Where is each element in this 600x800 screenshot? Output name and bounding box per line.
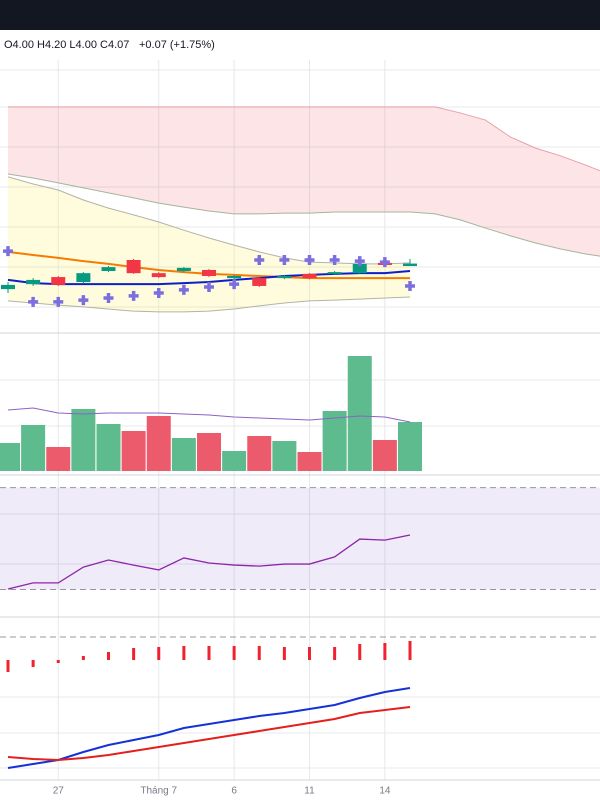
- histogram-bar: [308, 647, 311, 660]
- histogram-bar: [56, 660, 60, 663]
- band-lower: [7, 173, 600, 257]
- histogram-bar: [81, 656, 85, 660]
- volume-bar: [197, 433, 221, 471]
- macd-line: [7, 687, 411, 769]
- band-upper: [8, 106, 600, 172]
- candle-body: [1, 284, 15, 290]
- candle-body: [252, 278, 267, 286]
- volume-bar: [146, 416, 171, 471]
- marker: [329, 255, 340, 266]
- marker: [103, 293, 114, 304]
- volume-bar: [247, 436, 272, 471]
- marker: [153, 288, 164, 299]
- marker: [279, 255, 290, 266]
- marker: [229, 279, 240, 290]
- candle-body: [51, 277, 66, 285]
- candle-body: [26, 279, 41, 285]
- marker: [128, 290, 139, 301]
- histogram-bar: [333, 647, 337, 660]
- x-tick-label: 27: [53, 786, 65, 797]
- volume-bar: [96, 424, 121, 471]
- top-bar: [0, 0, 600, 30]
- candle-body: [101, 267, 116, 272]
- marker: [28, 296, 39, 307]
- histogram-bar: [257, 646, 261, 660]
- x-tick-label: 6: [231, 786, 237, 797]
- grid: [0, 69, 600, 769]
- volume-bar: [21, 425, 46, 471]
- x-tick-label: 11: [304, 786, 315, 797]
- volume-bar: [398, 422, 422, 471]
- histogram-bar: [358, 644, 362, 660]
- marker: [178, 284, 189, 295]
- histogram-bar: [182, 646, 186, 660]
- volume-bar: [121, 431, 146, 471]
- histogram-bar: [31, 660, 35, 667]
- marker: [53, 296, 64, 307]
- macd-line: [7, 706, 411, 762]
- histogram-bar: [132, 648, 136, 660]
- marker: [304, 255, 315, 266]
- histogram-bar: [232, 646, 236, 660]
- candle-body: [151, 273, 166, 278]
- histogram-bar: [157, 647, 161, 660]
- marker: [204, 282, 214, 293]
- histogram-bar: [282, 647, 286, 660]
- volume-bar: [222, 451, 247, 471]
- rsi-line: [7, 534, 411, 590]
- volume-bar: [372, 440, 397, 471]
- candle-body: [327, 272, 342, 274]
- plot-layer: [0, 106, 600, 769]
- histogram-bar: [207, 646, 211, 660]
- histogram-bar: [6, 660, 10, 672]
- ohlc-label: O4.00 H4.20 L4.00 C4.07: [4, 39, 129, 51]
- volume-bar: [347, 356, 372, 471]
- band-upper: [7, 176, 411, 265]
- candle-body: [126, 260, 141, 274]
- x-tick-label: 14: [379, 786, 391, 797]
- volume-ma: [7, 407, 411, 423]
- volume-bar: [322, 411, 347, 471]
- level-fill: [0, 487, 600, 590]
- x-tick-label: Tháng 7: [140, 786, 177, 797]
- marker: [405, 280, 415, 291]
- marker: [254, 255, 265, 266]
- histogram-bar: [107, 652, 110, 660]
- candle-body: [202, 269, 216, 276]
- candle-body: [352, 263, 367, 274]
- volume-bar: [272, 441, 297, 471]
- change-label: +0.07 (+1.75%): [139, 39, 215, 51]
- volume-bar: [71, 409, 96, 471]
- histogram-bar: [383, 643, 387, 660]
- band-fill: [8, 106, 600, 257]
- marker: [354, 256, 365, 267]
- candle-body: [176, 267, 191, 272]
- candle-body: [302, 273, 317, 279]
- volume-bar: [297, 452, 322, 471]
- marker: [379, 257, 390, 268]
- candle-body: [76, 273, 91, 283]
- marker: [3, 246, 13, 257]
- candle-body: [227, 276, 242, 279]
- volume-bar: [0, 443, 20, 471]
- volume-bar: [46, 447, 71, 471]
- marker: [78, 295, 89, 306]
- band-lower: [7, 296, 411, 313]
- candle-body: [277, 276, 292, 279]
- volume-bar: [171, 438, 196, 471]
- histogram-bar: [408, 641, 412, 660]
- candle-body: [403, 263, 417, 267]
